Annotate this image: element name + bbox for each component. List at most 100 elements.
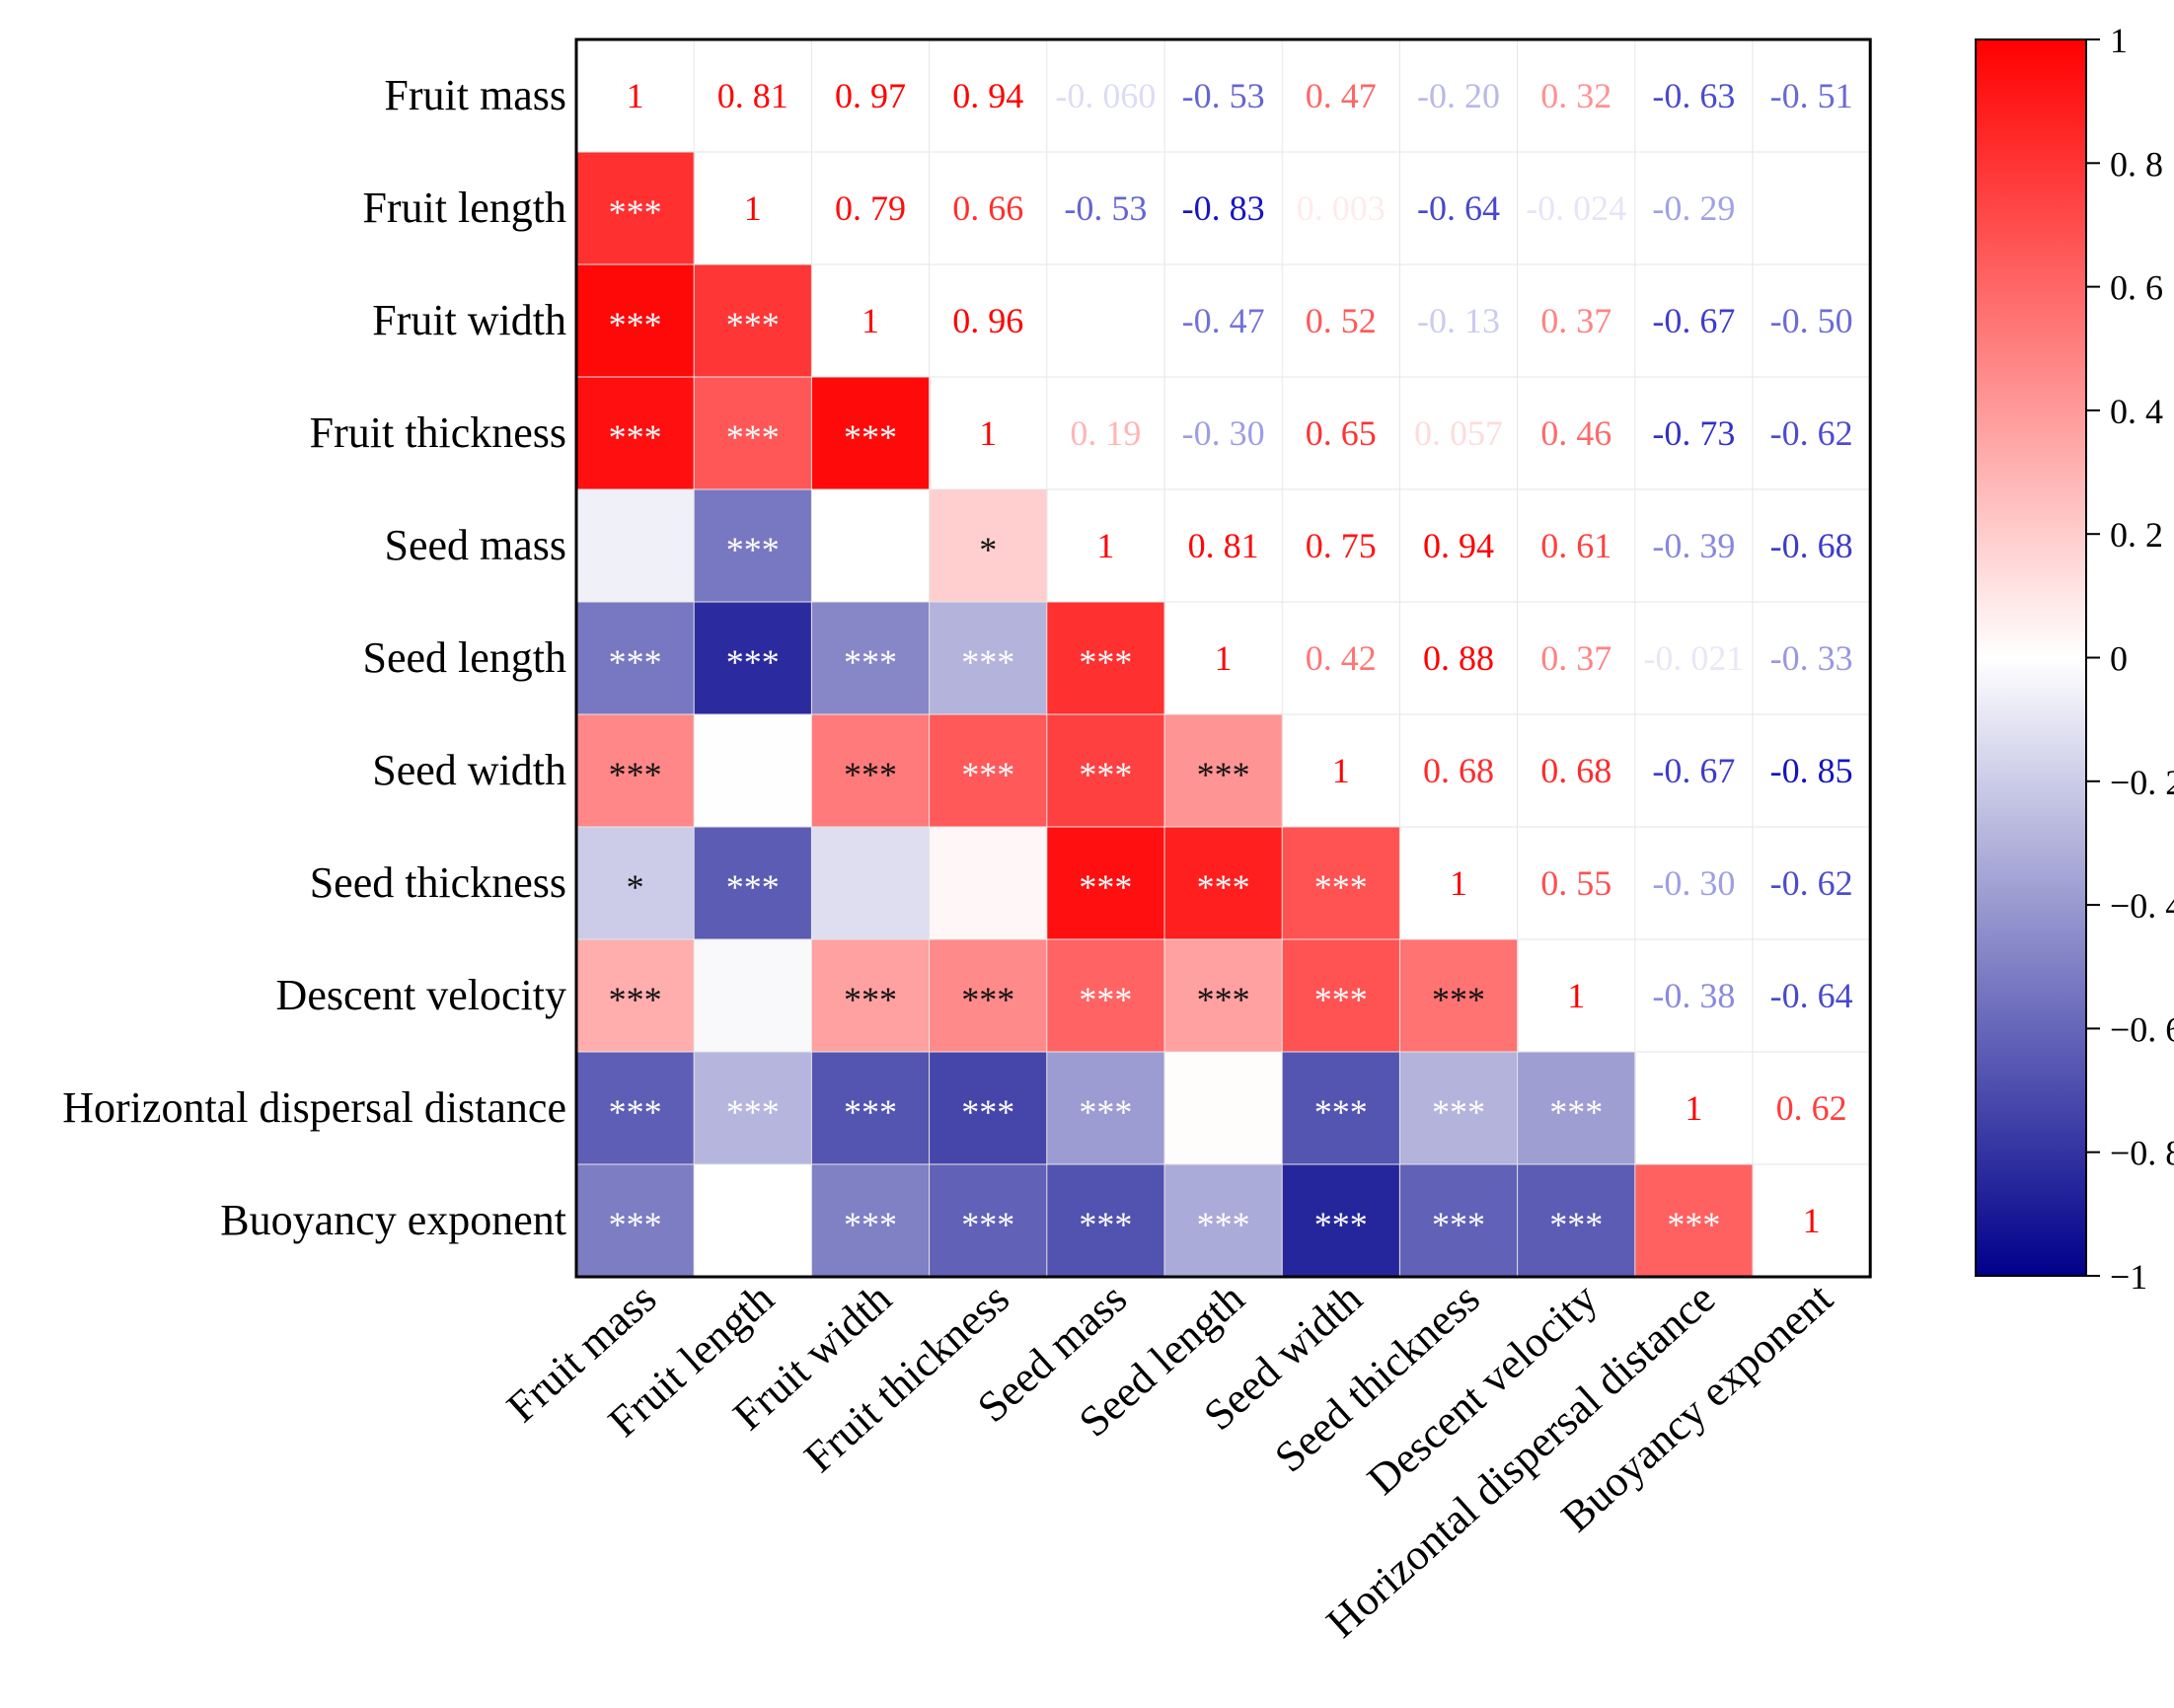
significance-marker: *** <box>609 755 662 794</box>
row-label: Seed mass <box>384 521 566 569</box>
correlation-value: 0. 94 <box>1423 526 1494 565</box>
significance-marker: *** <box>1079 980 1132 1019</box>
heatmap-cell <box>576 152 695 265</box>
heatmap-cell <box>694 939 812 1053</box>
significance-marker: *** <box>1314 1205 1368 1244</box>
correlation-value: 0. 46 <box>1540 413 1612 453</box>
heatmap-cell <box>929 1052 1048 1165</box>
heatmap-cell <box>929 939 1048 1053</box>
significance-marker: * <box>627 867 644 907</box>
heatmap-cell <box>1282 1052 1400 1165</box>
heatmap-cell <box>1164 714 1283 828</box>
heatmap-cell <box>1399 939 1519 1053</box>
heatmap-cell <box>576 1164 695 1278</box>
heatmap-cell <box>1517 1052 1636 1165</box>
correlation-value: -0. 024 <box>1526 188 1626 228</box>
correlation-value: 0. 55 <box>1540 863 1612 903</box>
significance-marker: * <box>979 530 997 569</box>
correlation-value: -0. 20 <box>1417 76 1500 115</box>
row-label: Seed width <box>372 746 566 794</box>
significance-marker: *** <box>609 305 662 344</box>
heatmap-cell <box>1046 1052 1165 1165</box>
correlation-value: 0. 32 <box>1540 76 1612 115</box>
significance-marker: *** <box>1079 1092 1132 1132</box>
plot-frame <box>574 37 1872 1279</box>
significance-marker: *** <box>844 417 897 457</box>
correlation-value: -0. 13 <box>1417 301 1500 340</box>
colorbar-tick-label: −0. 2 <box>2110 763 2174 802</box>
significance-marker: *** <box>609 980 662 1019</box>
correlation-value: -0. 38 <box>1652 976 1735 1015</box>
correlation-value: 0. 37 <box>1540 301 1612 340</box>
significance-marker: *** <box>726 305 780 344</box>
heatmap-cell <box>1634 1164 1754 1278</box>
heatmap-cell <box>1164 939 1283 1053</box>
heatmap-cell <box>811 377 931 490</box>
heatmap-cell <box>1282 1164 1400 1278</box>
correlation-value: 0. 81 <box>717 76 788 115</box>
correlation-value: -0. 30 <box>1652 863 1735 903</box>
colorbar-tick-label: 0. 6 <box>2110 268 2163 308</box>
significance-marker: *** <box>1079 867 1132 907</box>
heatmap-cell <box>576 377 695 490</box>
colorbar-tick-label: −0. 4 <box>2110 886 2174 926</box>
significance-marker: *** <box>1314 1092 1368 1132</box>
significance-marker: *** <box>609 1205 662 1244</box>
row-label: Fruit length <box>362 184 566 232</box>
heatmap-cell <box>929 489 1048 603</box>
significance-marker: *** <box>726 867 780 907</box>
correlation-value: 0. 37 <box>1540 638 1612 678</box>
correlation-value: -0. 29 <box>1652 188 1735 228</box>
correlation-value: 1 <box>1096 526 1114 565</box>
colorbar-tick-label: −0. 6 <box>2110 1009 2174 1049</box>
significance-marker: *** <box>961 1205 1014 1244</box>
heatmap-cell <box>1046 827 1165 940</box>
heatmap-cell <box>1164 1052 1283 1165</box>
correlation-value: 0. 52 <box>1306 301 1377 340</box>
significance-marker: *** <box>844 980 897 1019</box>
row-label: Seed length <box>362 633 566 682</box>
significance-marker: *** <box>1432 1092 1485 1132</box>
correlation-value: -0. 47 <box>1182 301 1265 340</box>
correlation-value: -0. 53 <box>1064 188 1147 228</box>
correlation-value: 0. 81 <box>1188 526 1259 565</box>
heatmap-cell <box>694 827 812 940</box>
significance-marker: *** <box>609 1092 662 1132</box>
heatmap-cell <box>576 489 695 603</box>
correlation-value: 1 <box>627 76 644 115</box>
heatmap-cell <box>694 489 812 603</box>
correlation-value: 1 <box>744 188 762 228</box>
significance-marker: *** <box>609 642 662 682</box>
colorbar-tick-label: 0. 2 <box>2110 515 2163 555</box>
heatmap-cells <box>576 152 1754 1278</box>
heatmap-cell <box>576 714 695 828</box>
correlation-value: 1 <box>979 413 997 453</box>
significance-marker: *** <box>1549 1092 1603 1132</box>
significance-marker: *** <box>1197 867 1250 907</box>
colorbar-gradient <box>1976 39 2086 1276</box>
correlation-value: 0. 68 <box>1540 751 1612 790</box>
colorbar-tick-label: 0 <box>2110 639 2128 679</box>
correlation-value: -0. 64 <box>1417 188 1500 228</box>
correlation-value: -0. 39 <box>1652 526 1735 565</box>
correlation-value: 1 <box>1567 976 1585 1015</box>
heatmap-cell <box>1282 939 1400 1053</box>
heatmap-cell <box>694 602 812 715</box>
heatmap-cell <box>1046 714 1165 828</box>
significance-marker: *** <box>726 417 780 457</box>
correlation-value: -0. 83 <box>1182 188 1265 228</box>
heatmap-cell <box>811 1052 931 1165</box>
heatmap-cell <box>694 377 812 490</box>
colorbar: 1 0. 8 0. 6 0. 4 0. 2 0 −0. 2 −0. 4 −0. 6 −0. 8 −1 <box>1975 21 2174 1297</box>
correlation-value: -0. 62 <box>1770 863 1853 903</box>
heatmap-cell <box>694 714 812 828</box>
heatmap-cell <box>811 489 931 603</box>
correlation-value: 1 <box>1685 1088 1702 1128</box>
correlation-value: -0. 33 <box>1770 638 1853 678</box>
significance-marker: *** <box>1079 642 1132 682</box>
colorbar-tick-label: −1 <box>2110 1257 2147 1297</box>
heatmap-cell <box>576 827 695 940</box>
heatmap-cell <box>811 827 931 940</box>
colorbar-tick-label: 0. 4 <box>2110 392 2163 431</box>
heatmap-cell <box>811 1164 931 1278</box>
